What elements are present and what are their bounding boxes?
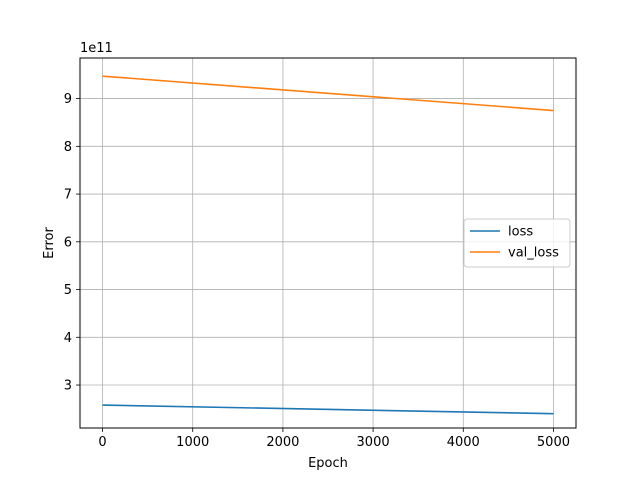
axis-ticks: 0 1000 2000 3000 4000 5000 3 4 5 6 7 8 9 (64, 92, 570, 450)
y-tick-label: 7 (64, 188, 72, 203)
series-line-val-loss (102, 75, 554, 112)
y-axis-label: Error (42, 227, 57, 259)
y-tick-label: 9 (64, 92, 72, 107)
legend: loss val_loss (463, 218, 571, 268)
x-axis-label: Epoch (308, 456, 348, 471)
x-tick-label: 3000 (357, 435, 390, 450)
y-tick-label: 8 (64, 140, 72, 155)
series-lines (102, 75, 554, 415)
x-tick-label: 5000 (537, 435, 570, 450)
legend-label: val_loss (508, 246, 559, 261)
y-offset-label: 1e11 (80, 41, 113, 56)
y-tick-label: 4 (64, 331, 72, 346)
y-tick-label: 3 (64, 379, 72, 394)
y-tick-label: 5 (64, 283, 72, 298)
y-tick-label: 6 (64, 235, 72, 250)
x-tick-label: 4000 (447, 435, 480, 450)
x-tick-label: 1000 (176, 435, 209, 450)
x-tick-label: 2000 (266, 435, 299, 450)
legend-label: loss (508, 225, 533, 240)
series-line-loss (102, 404, 554, 415)
x-tick-label: 0 (98, 435, 106, 450)
plot-area-frame (79, 57, 577, 429)
